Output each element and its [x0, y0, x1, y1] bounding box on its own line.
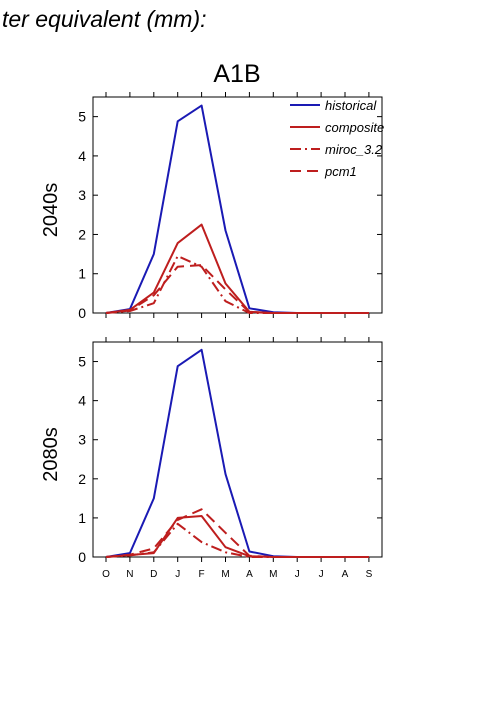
figure-title: A1B — [213, 60, 260, 88]
x-tick-label: A — [342, 569, 349, 580]
y-axis-label: 2080s — [40, 427, 62, 482]
x-tick-label: O — [102, 569, 110, 580]
y-tick-label: 3 — [78, 432, 86, 448]
x-tick-label: N — [126, 569, 133, 580]
x-tick-label: M — [269, 569, 277, 580]
y-tick-label: 2 — [78, 471, 86, 487]
y-tick-label: 4 — [78, 148, 86, 164]
x-tick-label: A — [246, 569, 253, 580]
x-tick-label: F — [199, 569, 205, 580]
plot-frame — [92, 341, 383, 558]
x-tick-label: M — [221, 569, 229, 580]
series-line-miroc-3-2 — [105, 255, 369, 314]
x-tick-label: J — [175, 569, 180, 580]
y-tick-label: 0 — [78, 549, 86, 565]
series-line-pcm1 — [105, 508, 369, 558]
y-tick-label: 5 — [78, 109, 86, 125]
legend-label: composite — [325, 120, 384, 135]
x-tick-label: J — [319, 569, 324, 580]
panel-2040s: 0 1 2 3 4 5 2040s historical composite miroc_3.2p… — [40, 92, 384, 321]
y-tick-label: 3 — [78, 187, 86, 203]
plot-frame — [92, 96, 383, 314]
series-line-pcm1 — [105, 264, 369, 314]
legend-label: miroc_3.2 — [325, 142, 383, 157]
y-tick-label: 0 — [78, 305, 86, 321]
legend-label: historical — [325, 98, 377, 113]
panel-2080s: 0 1 2 3 4 5 O N D J F M A M J J A S 2080s — [40, 337, 383, 580]
series-line-historical — [105, 348, 369, 558]
x-tick-label: D — [150, 569, 157, 580]
page-title: ter equivalent (mm): — [2, 6, 207, 32]
y-tick-label: 2 — [78, 226, 86, 242]
series-line-miroc-3-2 — [105, 522, 369, 558]
y-tick-label: 5 — [78, 354, 86, 370]
y-axis-label: 2040s — [40, 183, 62, 238]
y-tick-label: 1 — [78, 266, 86, 282]
legend-label: pcm1 — [324, 164, 357, 179]
x-tick-label: S — [366, 569, 373, 580]
x-tick-label: J — [295, 569, 300, 580]
series-line-historical — [105, 104, 369, 314]
y-tick-label: 1 — [78, 510, 86, 526]
y-tick-label: 4 — [78, 393, 86, 409]
